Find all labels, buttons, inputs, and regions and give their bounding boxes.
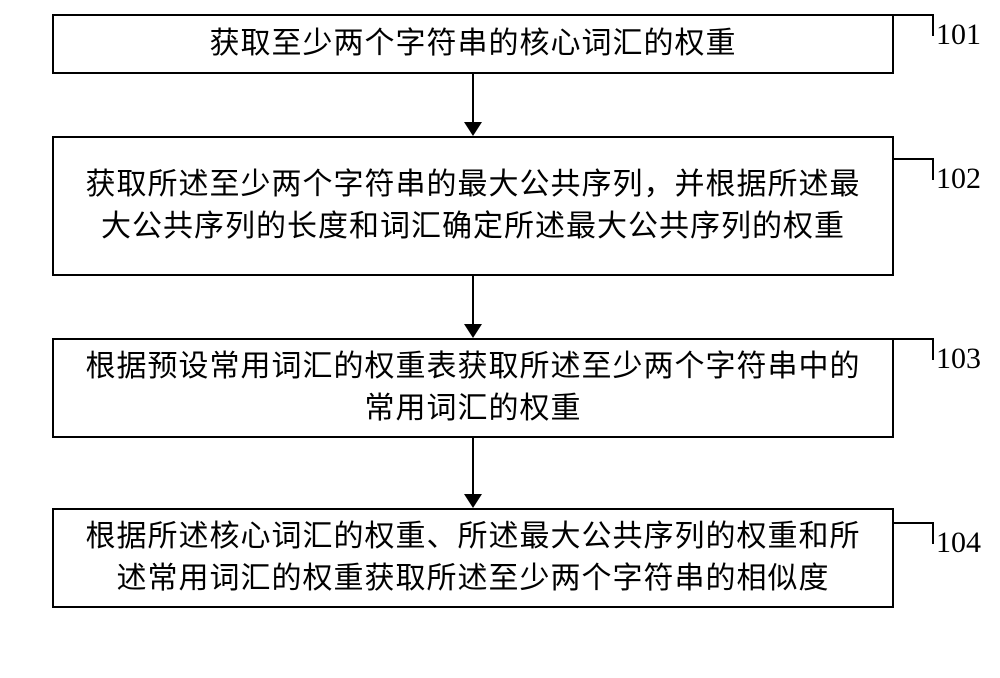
flow-step-1-label: 101 [936, 18, 981, 52]
flow-step-2-leader [894, 158, 934, 180]
flow-step-4: 根据所述核心词汇的权重、所述最大公共序列的权重和所述常用词汇的权重获取所述至少两… [52, 508, 894, 608]
flow-step-4-leader [894, 522, 934, 544]
flow-step-2: 获取所述至少两个字符串的最大公共序列，并根据所述最大公共序列的长度和词汇确定所述… [52, 136, 894, 276]
flow-step-3-label: 103 [936, 342, 981, 376]
flow-step-1: 获取至少两个字符串的核心词汇的权重 [52, 14, 894, 74]
flow-connector-1 [464, 74, 482, 136]
flow-step-3-leader [894, 338, 934, 360]
flow-step-4-label: 104 [936, 526, 981, 560]
flow-step-4-text: 根据所述核心词汇的权重、所述最大公共序列的权重和所述常用词汇的权重获取所述至少两… [74, 516, 872, 600]
flow-connector-2 [464, 276, 482, 338]
flow-step-3-text: 根据预设常用词汇的权重表获取所述至少两个字符串中的常用词汇的权重 [74, 346, 872, 430]
flow-step-1-leader [894, 14, 934, 36]
flowchart-container: 获取至少两个字符串的核心词汇的权重 101 获取所述至少两个字符串的最大公共序列… [0, 0, 1000, 678]
flow-connector-3 [464, 438, 482, 508]
flow-step-3: 根据预设常用词汇的权重表获取所述至少两个字符串中的常用词汇的权重 [52, 338, 894, 438]
flow-step-2-text: 获取所述至少两个字符串的最大公共序列，并根据所述最大公共序列的长度和词汇确定所述… [74, 164, 872, 248]
flow-step-1-text: 获取至少两个字符串的核心词汇的权重 [210, 23, 737, 65]
flow-step-2-label: 102 [936, 162, 981, 196]
